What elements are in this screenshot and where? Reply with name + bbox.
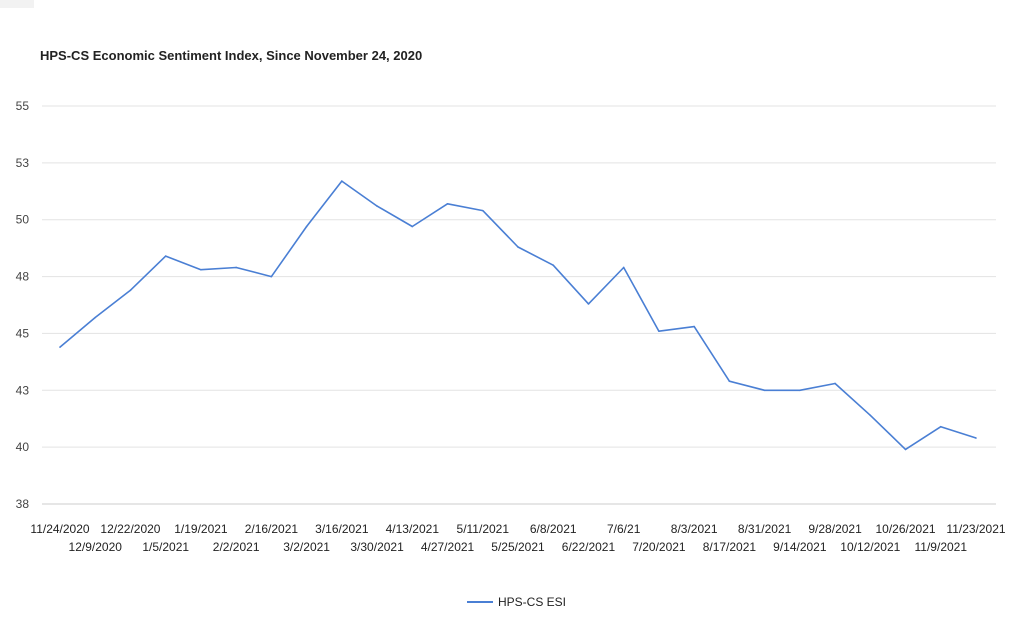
data-point: [904, 448, 907, 451]
x-tick-label: 12/9/2020: [69, 540, 123, 554]
x-tick-label: 3/16/2021: [315, 522, 369, 536]
data-point: [481, 209, 484, 212]
data-point: [834, 382, 836, 385]
x-tick-label: 8/31/2021: [738, 522, 792, 536]
top-strip: [0, 0, 34, 8]
chart-title: HPS-CS Economic Sentiment Index, Since N…: [40, 48, 423, 63]
x-tick-label: 5/11/2021: [457, 522, 510, 536]
data-point: [763, 389, 766, 392]
y-axis-tick-labels: 38 40 43 45 48 50 53 55: [16, 99, 30, 511]
data-point: [200, 268, 202, 271]
y-tick-label: 43: [16, 383, 30, 397]
data-point: [693, 325, 695, 328]
data-point: [517, 246, 519, 248]
x-tick-label: 6/22/2021: [562, 540, 616, 554]
data-point: [658, 330, 660, 332]
y-tick-label: 55: [16, 99, 30, 113]
x-tick-label: 3/2/2021: [283, 540, 330, 554]
x-tick-label: 6/8/2021: [530, 522, 577, 536]
data-point: [235, 266, 237, 269]
data-point: [129, 289, 132, 292]
data-point: [59, 346, 61, 348]
x-tick-label: 2/16/2021: [245, 522, 299, 536]
x-tick-label: 4/27/2021: [421, 540, 475, 554]
y-tick-label: 53: [16, 156, 30, 170]
data-point: [341, 180, 343, 182]
y-tick-label: 48: [16, 270, 30, 284]
data-point: [552, 264, 555, 267]
x-tick-label: 4/13/2021: [386, 522, 440, 536]
x-axis-tick-labels: 11/24/2020 12/9/2020 12/22/2020 1/5/2021 1/1…: [30, 522, 1005, 554]
data-point: [939, 425, 942, 428]
data-point: [587, 303, 590, 305]
x-tick-label: 7/20/2021: [632, 540, 686, 554]
x-tick-label: 2/2/2021: [213, 540, 260, 554]
x-tick-label: 11/9/2021: [915, 540, 968, 554]
data-point: [975, 437, 977, 439]
legend-label-hps-cs-esi: HPS-CS ESI: [498, 595, 566, 609]
y-tick-label: 45: [16, 326, 30, 340]
x-tick-label: 1/5/2021: [142, 540, 189, 554]
x-tick-label: 10/26/2021: [876, 522, 936, 536]
x-tick-label: 5/25/2021: [491, 540, 545, 554]
y-tick-label: 38: [16, 497, 30, 511]
x-tick-label: 11/24/2020: [30, 522, 89, 536]
series-line-hps-cs-esi: [59, 180, 977, 451]
x-tick-label: 11/23/2021: [946, 522, 1005, 536]
data-point: [728, 380, 731, 382]
series-layer: [59, 180, 977, 451]
x-tick-label: 9/14/2021: [773, 540, 827, 554]
data-point: [164, 255, 167, 257]
data-point: [869, 414, 872, 417]
y-tick-label: 40: [16, 440, 30, 454]
legend: HPS-CS ESI: [467, 595, 566, 609]
x-tick-label: 12/22/2020: [100, 522, 160, 536]
data-point: [446, 202, 449, 205]
data-point: [799, 389, 801, 392]
data-point: [305, 225, 308, 228]
y-tick-label: 50: [16, 213, 30, 227]
data-point: [622, 266, 625, 269]
x-tick-label: 3/30/2021: [350, 540, 404, 554]
x-tick-label: 10/12/2021: [840, 540, 900, 554]
grid-lines: [42, 105, 996, 505]
data-point: [94, 316, 97, 319]
data-point: [411, 225, 414, 228]
x-tick-label: 8/17/2021: [703, 540, 757, 554]
x-tick-label: 7/6/21: [607, 522, 641, 536]
x-tick-label: 1/19/2021: [174, 522, 228, 536]
data-point: [270, 275, 273, 278]
data-point: [376, 205, 378, 207]
x-tick-label: 9/28/2021: [808, 522, 862, 536]
x-tick-label: 8/3/2021: [671, 522, 718, 536]
